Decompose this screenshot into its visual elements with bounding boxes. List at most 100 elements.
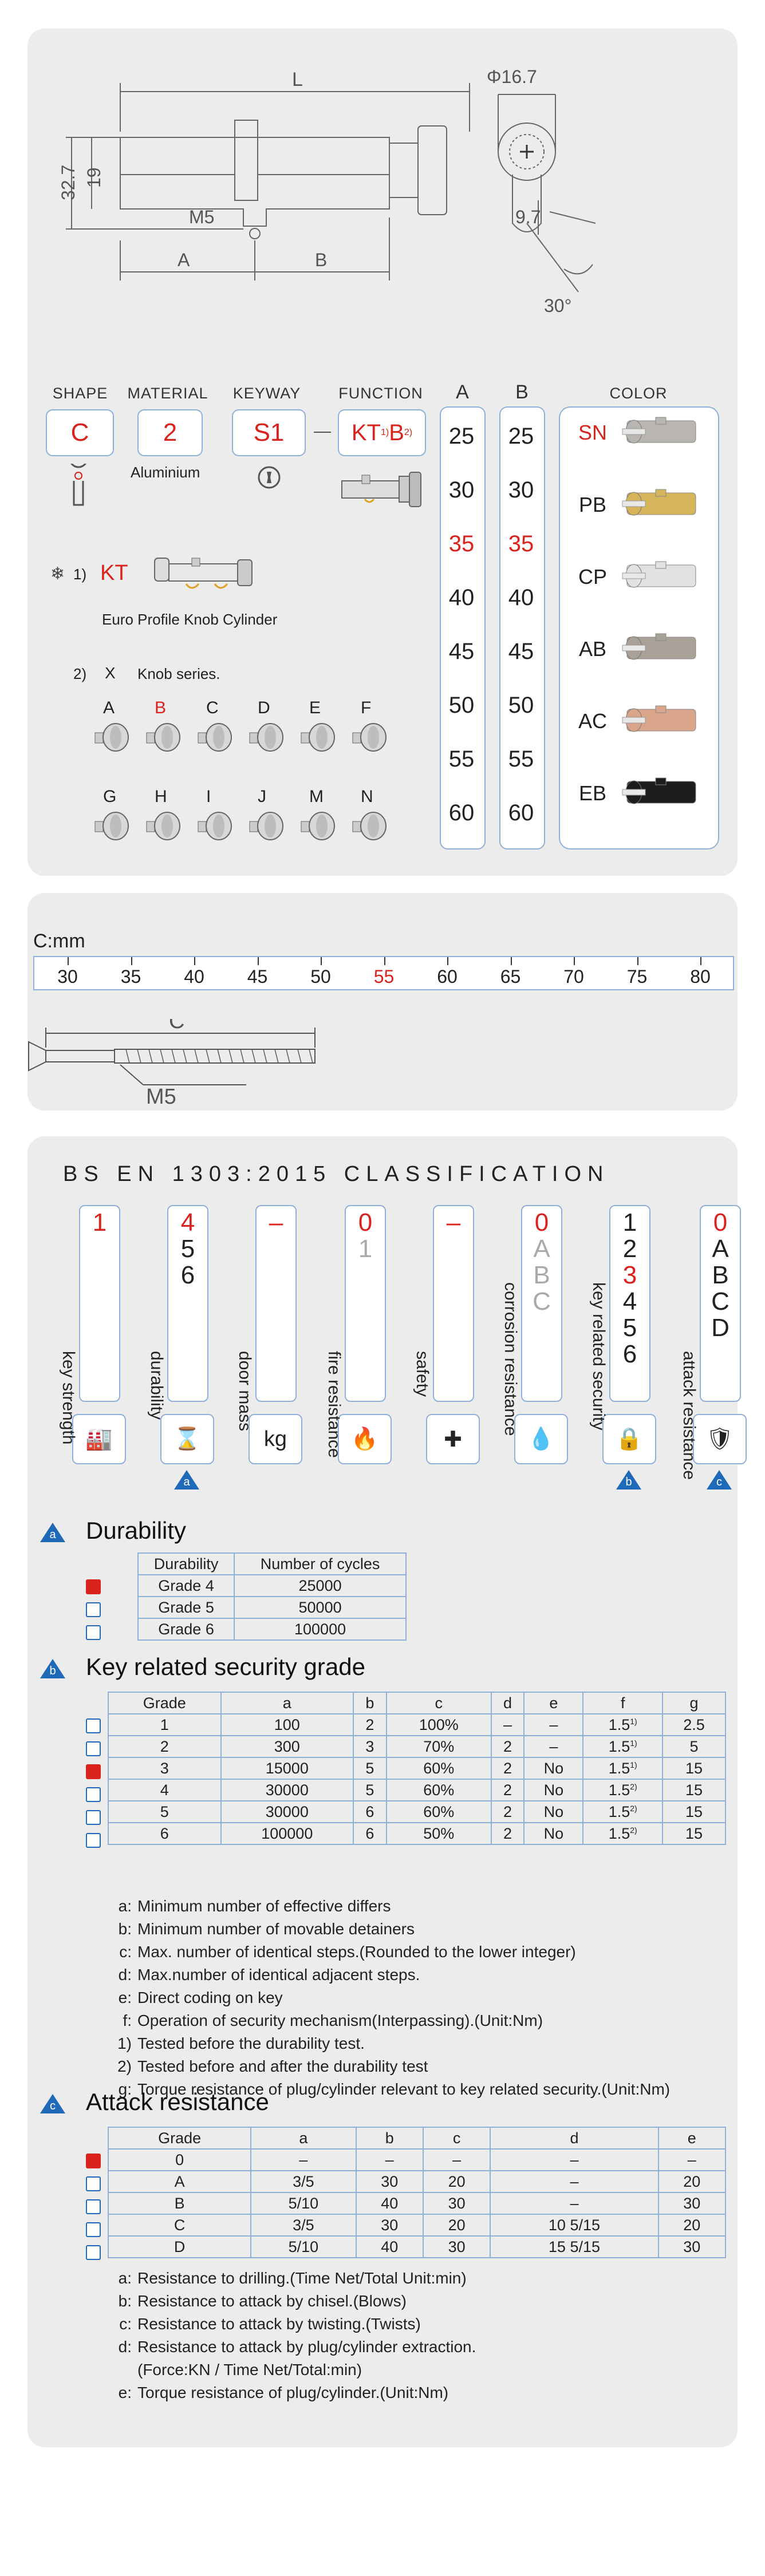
- table-row: Grade 4 25000: [137, 1574, 407, 1597]
- grade-checkbox[interactable]: [86, 2154, 101, 2168]
- knob-a-icon: [94, 723, 129, 752]
- grade-checkbox[interactable]: [86, 1625, 101, 1640]
- grade-checkbox[interactable]: [86, 1579, 101, 1594]
- knob-label-b: B: [155, 698, 167, 717]
- a-header: A: [456, 381, 470, 403]
- table-header-cell: d: [490, 2127, 659, 2150]
- legend-row: b: Minimum number of movable detainers: [109, 1918, 670, 1941]
- scale-tick: [257, 957, 259, 965]
- screw-panel: [27, 893, 738, 1111]
- knob-d-icon: [249, 723, 283, 752]
- legend-key: d:: [118, 1966, 132, 1984]
- table-cell: 5: [353, 1757, 387, 1780]
- legend-text: Minimum number of effective differs: [137, 1897, 391, 1915]
- table-cell: 6: [353, 1822, 387, 1845]
- screw-drawing: C M5: [28, 1019, 316, 1105]
- scale-value: 80: [690, 966, 711, 987]
- badge-b-letter: b: [49, 1665, 56, 1677]
- class-value: 4: [622, 1287, 637, 1315]
- table-cell: 100000: [220, 1822, 354, 1845]
- badge-c-icon: [40, 2094, 65, 2113]
- a-value: 30: [448, 477, 475, 503]
- class-value: 5: [622, 1314, 637, 1342]
- function-code: KT: [351, 420, 381, 445]
- knob-label-c: C: [206, 698, 219, 717]
- knob-f-icon: [352, 723, 387, 752]
- class-value: 6: [180, 1261, 195, 1289]
- grade-checkbox[interactable]: [86, 1602, 101, 1617]
- table-row: 6 100000 6 50% 2 No 1.52) 15: [108, 1822, 726, 1845]
- table-cell: 3/5: [250, 2214, 357, 2237]
- screw-c-label: C: [169, 1019, 184, 1033]
- function-cylinder-icon: [341, 472, 421, 507]
- table-cell: 15 5/15: [490, 2235, 659, 2258]
- legend-key: f:: [123, 2012, 132, 2029]
- table-cell: –: [490, 2148, 659, 2171]
- grade-checkbox[interactable]: [86, 1764, 101, 1779]
- table-cell: 40: [355, 2235, 424, 2258]
- class-value: D: [711, 1314, 729, 1342]
- grade-checkbox[interactable]: [86, 1718, 101, 1733]
- cylinder-swatch-pb-icon: [622, 489, 696, 516]
- scale-value: 35: [120, 966, 141, 987]
- legend-text: Max. number of identical steps.(Rounded …: [137, 1943, 576, 1961]
- note2-marker: 2): [73, 665, 87, 682]
- corrosion-icon: 💧: [527, 1427, 555, 1451]
- legend-text: Minimum number of movable detainers: [137, 1920, 415, 1938]
- badge-c-icon: [707, 1470, 732, 1490]
- class-value: 0: [358, 1208, 373, 1236]
- table-cell: A: [107, 2170, 252, 2193]
- table-header-cell: Grade: [108, 1692, 222, 1714]
- b-value: 50: [508, 693, 534, 718]
- badge-c-letter: c: [716, 1476, 722, 1488]
- class-icon-box: kg: [249, 1414, 302, 1464]
- legend-text: Direct coding on key: [137, 1989, 283, 2006]
- cylinder-swatch-ab-icon: [622, 633, 696, 660]
- table-cell: 15: [662, 1822, 726, 1845]
- grade-checkbox[interactable]: [86, 2199, 101, 2214]
- class-icon-box: 🛡: [693, 1414, 747, 1464]
- class-icon-box: 🔒: [602, 1414, 656, 1464]
- badge-b-icon: [40, 1659, 65, 1678]
- cylinder-swatch-sn-icon: [622, 417, 696, 444]
- table-cell: 100000: [234, 1618, 407, 1641]
- class-value: 1: [622, 1208, 637, 1236]
- grade-checkbox[interactable]: [86, 2222, 101, 2237]
- legend-text: Tested before and after the durability t…: [137, 2057, 428, 2075]
- badge-a-icon: [174, 1470, 199, 1490]
- b-value: 35: [508, 531, 534, 556]
- table-cell: 30000: [220, 1779, 354, 1801]
- table-cell: 2: [490, 1757, 525, 1780]
- class-label-2: door mass: [235, 1351, 254, 1432]
- table-row: Grade 5 50000: [137, 1596, 407, 1619]
- grade-checkbox[interactable]: [86, 1741, 101, 1756]
- snowflake-icon: ❄: [50, 564, 65, 583]
- table-cell: 2: [490, 1800, 525, 1823]
- grade-checkbox[interactable]: [86, 1810, 101, 1825]
- grade-checkbox[interactable]: [86, 1787, 101, 1802]
- grade-checkbox[interactable]: [86, 1833, 101, 1848]
- knob-label-a: A: [103, 698, 115, 717]
- grade-checkbox[interactable]: [86, 2176, 101, 2191]
- table-row: 3 15000 5 60% 2 No 1.51) 15: [108, 1757, 726, 1780]
- att-table: Grade a b c d e 0– – – – – A 3/5 30 20–20 B 5/10 40 30–30 C…: [107, 2127, 727, 2258]
- badge-b-letter: b: [625, 1476, 632, 1488]
- class-label-1: durability: [147, 1351, 166, 1420]
- scale-value: 70: [563, 966, 584, 987]
- table-cell: –: [523, 1735, 584, 1758]
- legend-row: e: Torque resistance of plug/cylinder.(Un…: [109, 2381, 476, 2404]
- table-cell: 1.51): [582, 1713, 664, 1736]
- legend-key: b:: [118, 1920, 132, 1938]
- legend-key: a:: [118, 2269, 132, 2287]
- dim-b-label: B: [315, 250, 327, 270]
- scale-value: 55: [373, 966, 395, 987]
- keyway-code: S1: [253, 418, 285, 447]
- scale-tick: [510, 957, 512, 965]
- footnote-marker: 2): [630, 1803, 637, 1813]
- knob-c-icon: [198, 723, 232, 752]
- grade-checkbox[interactable]: [86, 2245, 101, 2260]
- b-value: 55: [508, 746, 534, 772]
- table-cell: 3: [108, 1757, 222, 1780]
- knob-h-icon: [146, 812, 180, 840]
